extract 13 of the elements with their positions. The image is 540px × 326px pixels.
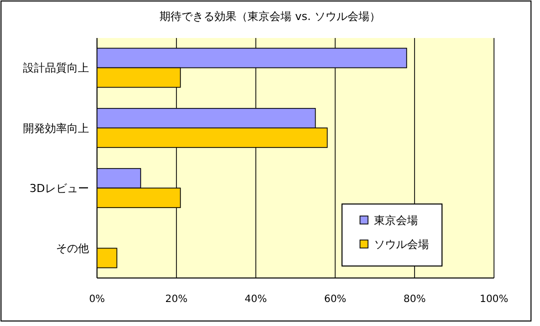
y-tick-label: 開発効率向上 <box>23 122 89 135</box>
x-tick-label: 100% <box>480 294 508 305</box>
y-tick-label: その他 <box>56 242 89 256</box>
x-tick-label: 20% <box>165 294 188 305</box>
legend-label: 東京会場 <box>374 214 418 227</box>
y-tick-label: 3Dレビュー <box>30 182 89 195</box>
x-tick-label: 0% <box>89 294 105 305</box>
x-tick-label: 60% <box>324 294 346 305</box>
legend-label: ソウル会場 <box>374 238 429 251</box>
chart-title: 期待できる効果（東京会場 vs. ソウル会場） <box>160 10 380 23</box>
y-tick-label: 設計品質向上 <box>23 62 89 75</box>
x-tick-label: 40% <box>244 294 267 305</box>
x-tick-label: 80% <box>403 294 426 305</box>
